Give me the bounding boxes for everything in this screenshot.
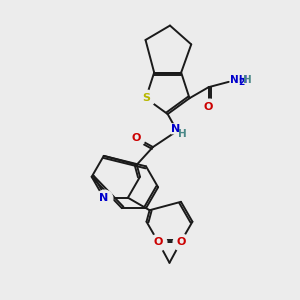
Text: O: O	[176, 237, 186, 247]
Text: H: H	[243, 74, 251, 85]
Text: N: N	[99, 193, 108, 203]
Text: 2: 2	[239, 78, 245, 87]
Text: NH: NH	[230, 74, 247, 85]
Text: S: S	[142, 93, 150, 103]
Text: O: O	[131, 133, 141, 142]
Text: N: N	[171, 124, 181, 134]
Text: O: O	[204, 102, 213, 112]
Text: H: H	[178, 129, 187, 139]
Text: O: O	[153, 237, 163, 247]
